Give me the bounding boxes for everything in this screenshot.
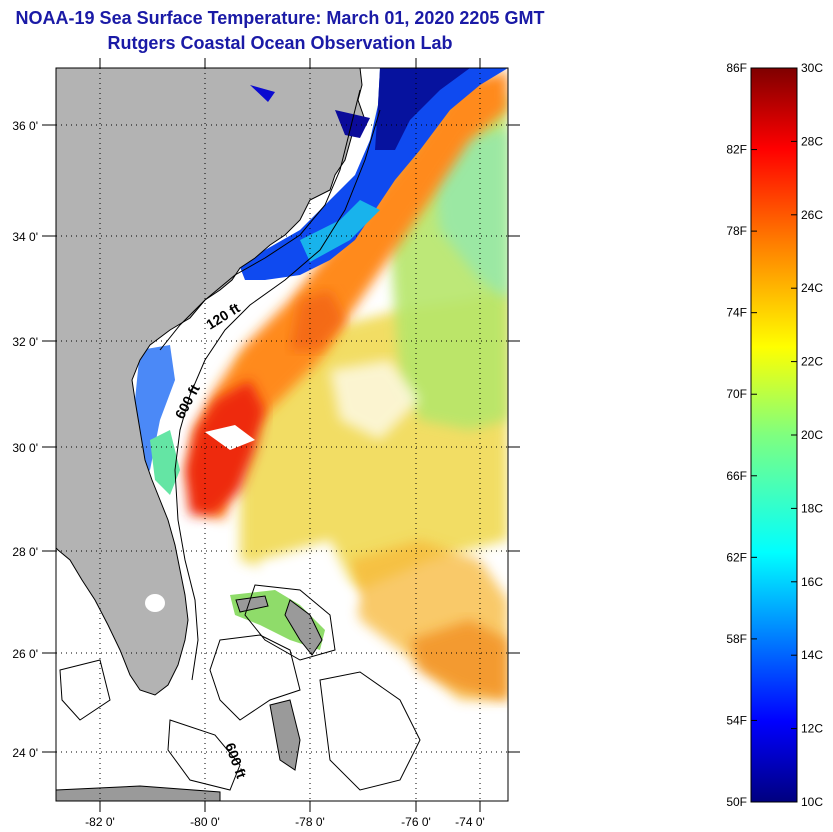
colorbar-c-label: 20C — [801, 428, 823, 442]
colorbar-f-label: 86F — [726, 61, 747, 75]
sst-green-shelf — [150, 430, 180, 495]
colorbar-fahrenheit-labels: 86F 82F 78F 74F 70F 66F 62F 58F 54F 50F — [726, 61, 747, 809]
sst-field — [56, 68, 508, 801]
graticule — [56, 68, 508, 801]
lon-tick-label: -76 0' — [401, 815, 431, 829]
lat-tick-label: 32 0' — [12, 335, 38, 349]
colorbar-f-label: 82F — [726, 143, 747, 157]
colorbar-f-label: 58F — [726, 632, 747, 646]
colorbar-c-label: 18C — [801, 501, 823, 515]
sst-orange-eddy — [290, 290, 345, 350]
colorbar-c-label: 10C — [801, 795, 823, 809]
sst-coldest-coastal — [375, 68, 470, 150]
cloud-patch — [330, 360, 420, 440]
inland-water — [335, 110, 370, 138]
gulf-stream-orange — [190, 72, 508, 520]
sst-cyan-coastal — [300, 200, 380, 262]
colorbar-c-label: 26C — [801, 208, 823, 222]
colorbar — [750, 67, 798, 803]
colorbar-c-label: 14C — [801, 648, 823, 662]
lon-tick-label: -82 0' — [85, 815, 115, 829]
keys-contour — [59, 659, 111, 721]
bahamas-island — [235, 595, 269, 613]
colorbar-f-label: 62F — [726, 550, 747, 564]
colorbar-c-label: 30C — [801, 61, 823, 75]
sst-southern-orange — [410, 620, 508, 700]
frame-ticks — [42, 58, 520, 812]
cuba-coast — [56, 785, 221, 801]
lat-tick-label: 30 0' — [12, 441, 38, 455]
colorbar-f-label: 78F — [726, 224, 747, 238]
lat-tick-label: 24 0' — [12, 746, 38, 760]
colorbar-f-label: 74F — [726, 306, 747, 320]
colorbar-c-label: 12C — [801, 722, 823, 736]
lat-tick-label: 36 0' — [12, 119, 38, 133]
map-frame — [55, 67, 509, 802]
bahamas-bank-contour — [244, 584, 336, 661]
sst-cyan-region — [430, 130, 508, 300]
colorbar-c-label: 24C — [801, 281, 823, 295]
inland-water — [250, 85, 275, 102]
colorbar-f-label: 70F — [726, 387, 747, 401]
colorbar-c-label: 28C — [801, 134, 823, 148]
bahamas-island — [284, 599, 323, 656]
bahamas-island — [269, 699, 301, 771]
bahamas-bank-contour — [167, 719, 241, 791]
colorbar-f-label: 66F — [726, 469, 747, 483]
map-subtitle: Rutgers Coastal Ocean Observation Lab — [107, 33, 453, 53]
map-title: NOAA-19 Sea Surface Temperature: March 0… — [15, 8, 545, 28]
lat-tick-label: 34 0' — [12, 230, 38, 244]
cloud-patch — [150, 600, 300, 800]
colorbar-celsius-labels: 30C 28C 26C 24C 22C 20C 18C 16C 14C 12C 10C — [801, 61, 823, 809]
lake-okeechobee — [145, 594, 165, 612]
isobath-120ft — [159, 89, 361, 351]
colorbar-ticks — [751, 67, 797, 803]
land-mainland — [56, 68, 366, 696]
colorbar-c-label: 22C — [801, 355, 823, 369]
colorbar-f-label: 54F — [726, 713, 747, 727]
colorbar-f-label: 50F — [726, 795, 747, 809]
gulf-stream-red — [185, 380, 265, 515]
isobath-600ft — [174, 109, 381, 681]
colorbar-c-label: 16C — [801, 575, 823, 589]
bahamas-bank-contour — [209, 634, 301, 721]
lon-tick-label: -80 0' — [190, 815, 220, 829]
lon-tick-label: -78 0' — [295, 815, 325, 829]
lat-tick-label: 28 0' — [12, 545, 38, 559]
lat-tick-label: 26 0' — [12, 647, 38, 661]
bahamas-bank-contour — [319, 671, 421, 791]
cloud-patch — [205, 425, 255, 450]
lon-tick-label: -74 0' — [455, 815, 485, 829]
sst-cold-coastal — [238, 68, 508, 280]
